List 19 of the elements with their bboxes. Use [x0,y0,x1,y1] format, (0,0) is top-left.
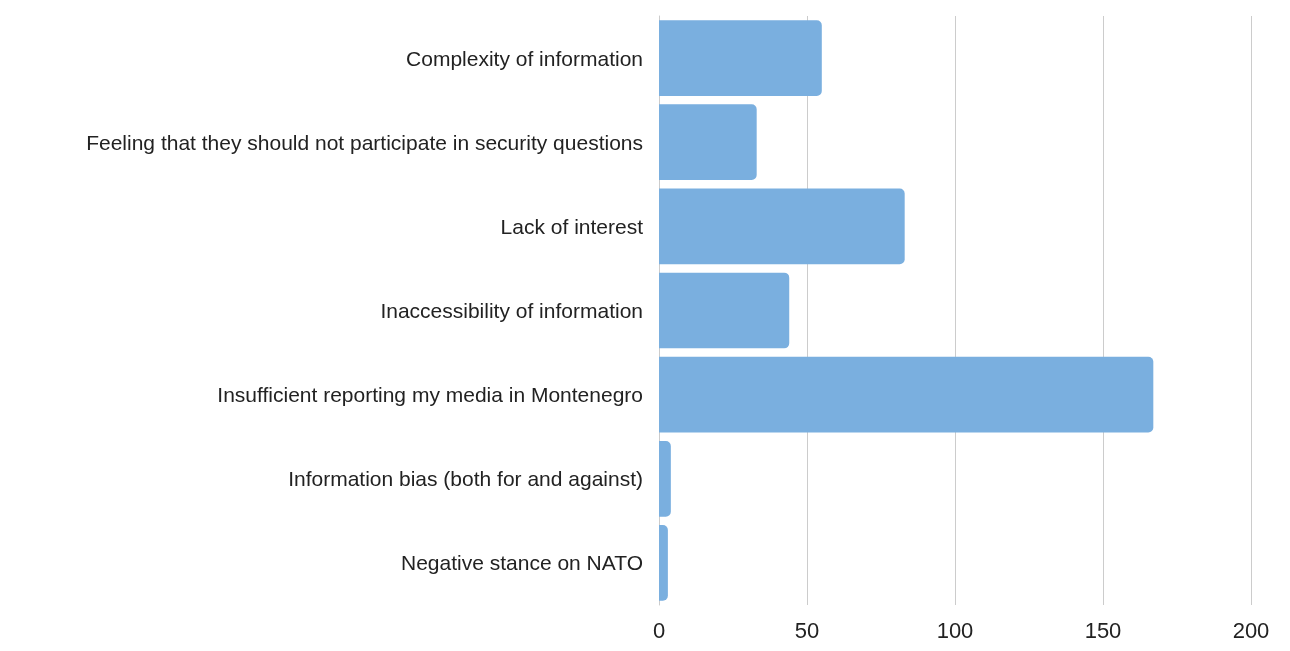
bar [659,272,790,349]
y-tick-label: Feeling that they should not participate in security questions [86,130,643,154]
y-tick-label: Negative stance on NATO [400,551,643,575]
bar [659,525,668,601]
y-tick-label: Information bias (both for and against) [288,467,643,491]
y-tick-label: Inaccessibility of information [380,299,643,322]
x-tick-label: 150 [1084,617,1122,643]
x-tick-label: 50 [794,617,820,643]
bar [659,20,822,96]
x-tick-label: 100 [936,617,974,643]
x-tick-label: 200 [1232,617,1270,643]
y-tick-label: Insufficient reporting my media in Montenegro [217,383,643,407]
y-tick-label: Lack of interest [500,214,644,238]
bar [659,188,905,265]
y-tick-label: Complexity of information [406,46,643,70]
x-tick-label: 0 [652,617,666,643]
bar [659,104,757,181]
bar [659,440,671,517]
bar [659,356,1154,433]
